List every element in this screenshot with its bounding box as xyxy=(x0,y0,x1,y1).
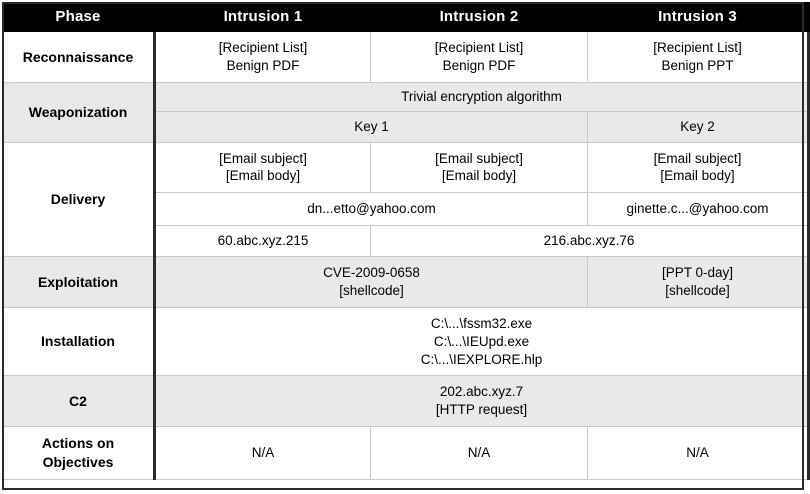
recon-intrusion-3-cell: [Recipient List] Benign PPT xyxy=(587,31,810,83)
recon-i1-line1: [Recipient List] xyxy=(218,40,308,55)
table-row-delivery-ip: 60.abc.xyz.215 216.abc.xyz.76 xyxy=(3,225,810,258)
delivery-ip-2-3-cell: 216.abc.xyz.76 xyxy=(370,225,810,258)
delivery-email-3-cell: ginette.c...@yahoo.com xyxy=(587,192,810,227)
delivery-email-1-2-cell: dn...etto@yahoo.com xyxy=(154,192,588,227)
table-header-row: Phase Intrusion 1 Intrusion 2 Intrusion … xyxy=(2,2,810,32)
table-row-c2: C2 202.abc.xyz.7 [HTTP request] xyxy=(2,375,810,427)
recon-intrusion-1-cell: [Recipient List] Benign PDF xyxy=(154,31,371,83)
exploitation-i3-line2: [shellcode] xyxy=(665,283,730,299)
c2-line1: 202.abc.xyz.7 xyxy=(439,384,524,400)
installation-line2: C:\...\IEUpd.exe xyxy=(433,333,530,349)
table-row-weaponization-keys: Key 1 Key 2 xyxy=(3,110,810,143)
table-row-reconnaissance: Reconnaissance [Recipient List] Benign P… xyxy=(2,31,810,83)
column-header-intrusion-2: Intrusion 2 xyxy=(370,2,588,32)
exploitation-intrusion-1-2-cell: CVE-2009-0658 [shellcode] xyxy=(154,256,588,308)
delivery-i3-line2: [Email body] xyxy=(660,168,735,184)
recon-i2-line1: [Recipient List] xyxy=(434,40,524,55)
delivery-i1-line2: [Email body] xyxy=(225,168,301,184)
recon-i2-line2: Benign PDF xyxy=(442,57,516,73)
phase-label-delivery: Delivery xyxy=(2,141,156,258)
c2-line2: [HTTP request] xyxy=(435,402,528,418)
intrusion-kill-chain-table: Phase Intrusion 1 Intrusion 2 Intrusion … xyxy=(2,2,810,480)
column-header-intrusion-1: Intrusion 1 xyxy=(154,2,371,32)
weaponization-key-3-cell: Key 2 xyxy=(587,110,810,143)
recon-intrusion-2-cell: [Recipient List] Benign PDF xyxy=(370,31,588,83)
exploitation-i3-line1: [PPT 0-day] xyxy=(661,265,734,281)
delivery-ip-1-cell: 60.abc.xyz.215 xyxy=(154,225,371,258)
aoo-intrusion-1-cell: N/A xyxy=(154,425,371,480)
phase-label-installation: Installation xyxy=(2,306,156,377)
table-row-actions-on-objectives: Actions on Objectives N/A N/A N/A xyxy=(2,425,810,480)
phase-label-actions-on-objectives: Actions on Objectives xyxy=(2,425,156,480)
delivery-i2-line2: [Email body] xyxy=(441,168,517,184)
delivery-i1-line1: [Email subject] xyxy=(219,150,307,166)
column-header-phase: Phase xyxy=(2,2,156,32)
table-row-installation: Installation C:\...\fssm32.exe C:\...\IE… xyxy=(2,306,810,377)
exploitation-i12-line2: [shellcode] xyxy=(339,283,404,299)
c2-all-intrusions-cell: 202.abc.xyz.7 [HTTP request] xyxy=(154,375,810,427)
table-row-exploitation: Exploitation CVE-2009-0658 [shellcode] [… xyxy=(2,256,810,308)
delivery-i3-line1: [Email subject] xyxy=(653,150,742,166)
table-row-delivery-email-content: Delivery [Email subject] [Email body] [E… xyxy=(2,141,810,258)
weaponization-algorithm-cell: Trivial encryption algorithm xyxy=(154,81,810,112)
phase-label-reconnaissance: Reconnaissance xyxy=(2,31,156,83)
delivery-i2-line1: [Email subject] xyxy=(435,150,523,166)
installation-line3: C:\...\IEXPLORE.hlp xyxy=(420,351,543,367)
phase-label-c2: C2 xyxy=(2,375,156,427)
phase-label-exploitation: Exploitation xyxy=(2,256,156,308)
delivery-intrusion-1-cell: [Email subject] [Email body] xyxy=(154,141,371,194)
recon-i3-line2: Benign PPT xyxy=(661,57,734,73)
recon-i3-line1: [Recipient List] xyxy=(653,40,742,55)
phase-label-weaponization: Weaponization xyxy=(2,81,156,143)
aoo-label-line1: Actions on xyxy=(41,435,115,452)
aoo-label-line2: Objectives xyxy=(42,453,114,470)
installation-line1: C:\...\fssm32.exe xyxy=(430,315,533,331)
exploitation-i12-line1: CVE-2009-0658 xyxy=(323,265,420,281)
aoo-intrusion-2-cell: N/A xyxy=(370,425,588,480)
aoo-intrusion-3-cell: N/A xyxy=(587,425,810,480)
column-header-intrusion-3: Intrusion 3 xyxy=(587,2,810,32)
exploitation-intrusion-3-cell: [PPT 0-day] [shellcode] xyxy=(587,256,810,308)
delivery-intrusion-2-cell: [Email subject] [Email body] xyxy=(370,141,588,194)
installation-all-intrusions-cell: C:\...\fssm32.exe C:\...\IEUpd.exe C:\..… xyxy=(154,306,810,377)
table-row-weaponization-algorithm: Weaponization Trivial encryption algorit… xyxy=(2,81,810,143)
weaponization-key-1-2-cell: Key 1 xyxy=(154,110,588,143)
recon-i1-line2: Benign PDF xyxy=(226,57,300,73)
delivery-intrusion-3-cell: [Email subject] [Email body] xyxy=(587,141,810,194)
